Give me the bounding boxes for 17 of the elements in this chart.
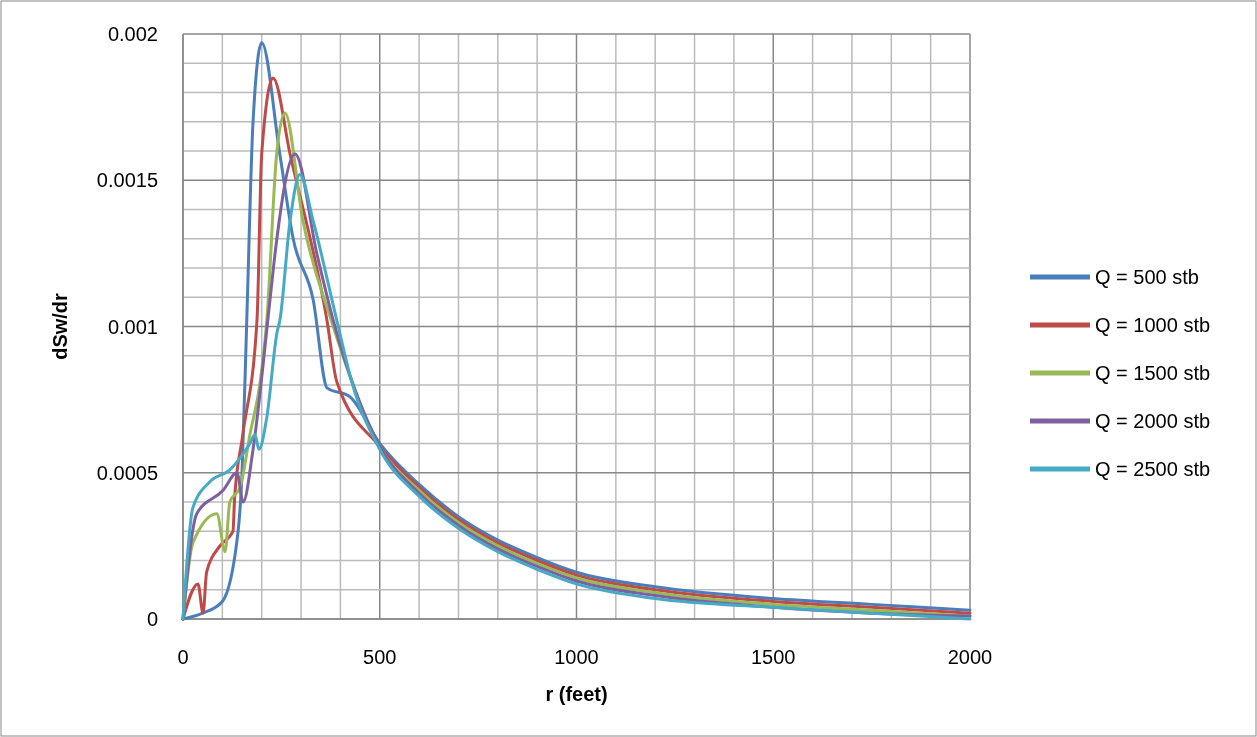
x-tick-label: 1500 — [751, 646, 796, 668]
legend-label: Q = 2500 stb — [1095, 458, 1211, 480]
y-axis-title: dSw/dr — [49, 292, 71, 360]
x-tick-label: 0 — [177, 646, 189, 668]
legend-label: Q = 500 stb — [1095, 266, 1199, 288]
y-tick-label: 0.002 — [107, 23, 158, 45]
y-tick-label: 0.0015 — [96, 169, 158, 192]
legend-label: Q = 1500 stb — [1095, 362, 1211, 384]
y-tick-label: 0.001 — [107, 315, 158, 338]
x-tick-label: 1000 — [554, 646, 599, 668]
x-tick-label: 2000 — [947, 646, 993, 668]
legend-label: Q = 1000 stb — [1095, 314, 1211, 336]
x-axis-title: r (feet) — [545, 683, 608, 705]
x-tick-label: 500 — [363, 646, 397, 668]
legend-label: Q = 2000 stb — [1095, 410, 1211, 432]
y-tick-label: 0.0005 — [96, 461, 158, 484]
y-tick-label: 0 — [146, 608, 158, 630]
